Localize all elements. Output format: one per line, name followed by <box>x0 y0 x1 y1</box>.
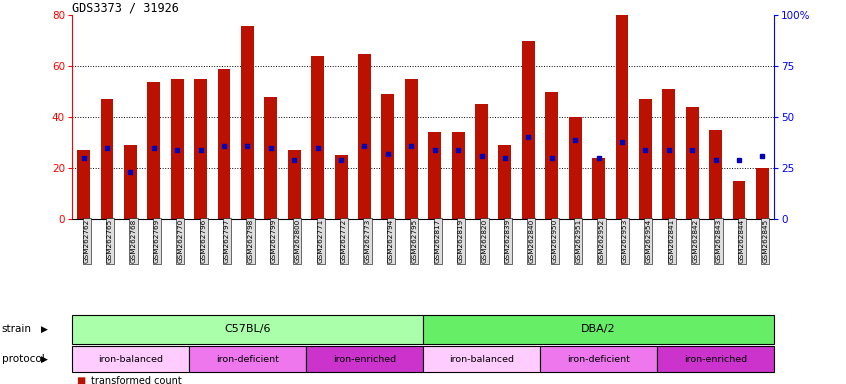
Bar <box>662 89 675 219</box>
Text: GSM262954: GSM262954 <box>645 219 651 263</box>
Text: GSM262771: GSM262771 <box>318 219 324 263</box>
Text: GSM262762: GSM262762 <box>84 219 90 263</box>
Text: GSM262841: GSM262841 <box>668 219 675 263</box>
Text: GSM262951: GSM262951 <box>575 219 581 263</box>
Text: GSM262950: GSM262950 <box>552 219 558 263</box>
Bar <box>195 79 207 219</box>
Text: GSM262769: GSM262769 <box>154 219 160 263</box>
Text: iron-enriched: iron-enriched <box>684 355 747 364</box>
Text: protocol: protocol <box>2 354 45 364</box>
Text: ■: ■ <box>76 376 85 384</box>
Bar <box>452 132 464 219</box>
Text: iron-balanced: iron-balanced <box>449 355 514 364</box>
Bar <box>569 117 581 219</box>
Text: GSM262770: GSM262770 <box>178 219 184 263</box>
Text: GSM262798: GSM262798 <box>247 219 254 263</box>
Bar <box>217 69 230 219</box>
Bar <box>423 346 540 372</box>
Bar <box>405 79 418 219</box>
Bar <box>475 104 488 219</box>
Bar <box>241 25 254 219</box>
Text: GSM262772: GSM262772 <box>341 219 347 263</box>
Bar <box>756 168 769 219</box>
Bar <box>382 94 394 219</box>
Text: transformed count: transformed count <box>91 376 182 384</box>
Text: GSM262953: GSM262953 <box>622 219 628 263</box>
Bar <box>546 92 558 219</box>
Text: GSM262765: GSM262765 <box>107 219 113 263</box>
Text: ▶: ▶ <box>41 355 47 364</box>
Text: GSM262840: GSM262840 <box>528 219 535 263</box>
Text: C57BL/6: C57BL/6 <box>224 324 271 334</box>
Text: iron-enriched: iron-enriched <box>333 355 396 364</box>
Text: GSM262843: GSM262843 <box>716 219 722 263</box>
Bar <box>147 81 160 219</box>
Bar <box>77 150 90 219</box>
Bar <box>733 181 745 219</box>
Text: GSM262820: GSM262820 <box>481 219 487 263</box>
Text: GSM262794: GSM262794 <box>387 219 394 263</box>
Bar <box>72 346 189 372</box>
Bar <box>498 145 511 219</box>
Bar <box>306 346 423 372</box>
Text: GSM262819: GSM262819 <box>459 219 464 263</box>
Text: GSM262773: GSM262773 <box>365 219 371 263</box>
Bar <box>639 99 651 219</box>
Bar <box>265 97 277 219</box>
Bar <box>189 346 306 372</box>
Text: GSM262842: GSM262842 <box>692 219 698 263</box>
Text: ▶: ▶ <box>41 325 47 334</box>
Text: iron-deficient: iron-deficient <box>567 355 630 364</box>
Text: GSM262817: GSM262817 <box>435 219 441 263</box>
Bar <box>72 315 423 344</box>
Text: GSM262796: GSM262796 <box>201 219 206 263</box>
Text: GSM262800: GSM262800 <box>294 219 300 263</box>
Bar <box>423 315 774 344</box>
Bar <box>358 53 371 219</box>
Bar <box>311 56 324 219</box>
Text: DBA/2: DBA/2 <box>581 324 616 334</box>
Bar <box>124 145 137 219</box>
Text: iron-deficient: iron-deficient <box>216 355 279 364</box>
Bar <box>335 155 348 219</box>
Text: GSM262839: GSM262839 <box>505 219 511 263</box>
Text: GDS3373 / 31926: GDS3373 / 31926 <box>72 1 179 14</box>
Text: GSM262845: GSM262845 <box>762 219 768 263</box>
Text: GSM262795: GSM262795 <box>411 219 417 263</box>
Bar <box>709 130 722 219</box>
Bar <box>616 15 629 219</box>
Bar <box>101 99 113 219</box>
Text: GSM262952: GSM262952 <box>599 219 605 263</box>
Text: GSM262844: GSM262844 <box>739 219 745 263</box>
Text: strain: strain <box>2 324 31 334</box>
Bar <box>592 158 605 219</box>
Text: GSM262797: GSM262797 <box>224 219 230 263</box>
Bar <box>288 150 300 219</box>
Bar <box>540 346 657 372</box>
Bar <box>428 132 441 219</box>
Text: GSM262768: GSM262768 <box>130 219 136 263</box>
Bar <box>522 41 535 219</box>
Text: iron-balanced: iron-balanced <box>98 355 163 364</box>
Text: GSM262799: GSM262799 <box>271 219 277 263</box>
Bar <box>657 346 774 372</box>
Bar <box>686 107 699 219</box>
Bar <box>171 79 184 219</box>
